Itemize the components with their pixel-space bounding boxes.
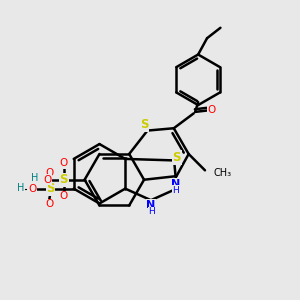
Text: O: O bbox=[60, 191, 68, 201]
Text: O: O bbox=[28, 184, 36, 194]
Text: H: H bbox=[31, 173, 39, 183]
Text: O: O bbox=[60, 158, 68, 168]
Text: S: S bbox=[172, 151, 181, 164]
Text: S: S bbox=[60, 173, 68, 186]
Text: H: H bbox=[172, 186, 179, 195]
Text: N: N bbox=[146, 200, 156, 210]
Text: H: H bbox=[148, 207, 155, 216]
Text: O: O bbox=[43, 175, 52, 185]
Text: N: N bbox=[171, 179, 180, 189]
Text: S: S bbox=[140, 118, 149, 131]
Text: O: O bbox=[45, 199, 53, 209]
Text: S: S bbox=[46, 182, 55, 195]
Text: CH₃: CH₃ bbox=[213, 168, 231, 178]
Text: H: H bbox=[17, 183, 25, 193]
Text: O: O bbox=[45, 168, 53, 178]
Text: O: O bbox=[207, 105, 216, 115]
